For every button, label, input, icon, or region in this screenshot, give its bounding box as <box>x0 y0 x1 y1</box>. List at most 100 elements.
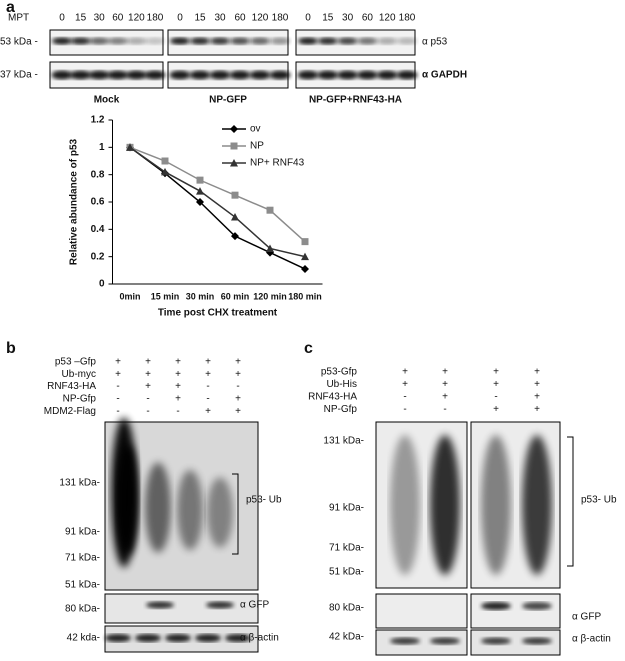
blot-band <box>165 634 191 642</box>
panel-label: a <box>6 0 15 16</box>
sign: - <box>116 406 119 417</box>
point <box>231 191 239 199</box>
bracket <box>567 436 574 567</box>
blot-band <box>88 70 110 80</box>
x-tick-label: 120 min <box>253 291 287 301</box>
x-axis-title: Time post CHX treatment <box>158 308 278 319</box>
mw-marker: 131 kDa- <box>323 436 364 447</box>
sign: - <box>443 404 446 415</box>
sign: + <box>175 381 181 392</box>
blot-band <box>146 601 174 609</box>
blot-band <box>209 70 231 80</box>
condition-label: p53-Gfp <box>321 367 358 378</box>
sign: + <box>115 369 121 380</box>
y-tick-label: 0.4 <box>91 224 105 235</box>
blot-band <box>297 70 319 80</box>
point <box>266 244 274 252</box>
sign: - <box>116 381 119 392</box>
point <box>301 264 309 273</box>
blot-band <box>89 37 110 45</box>
blot-band <box>396 70 418 80</box>
sign: + <box>534 367 540 378</box>
blot-band <box>144 70 166 80</box>
antibody-label: α GAPDH <box>422 70 467 81</box>
blot-band <box>177 470 203 550</box>
series-line <box>129 146 306 243</box>
time-label: 120 <box>252 13 269 24</box>
blot-band <box>317 70 339 80</box>
bracket-label: p53- Ub <box>246 495 282 506</box>
x-tick-label: 15 min <box>151 291 180 301</box>
mw-marker: 42 kDa- <box>329 632 364 643</box>
mw-marker: 91 kDa- <box>65 527 100 538</box>
blot-band <box>298 37 318 45</box>
sign: + <box>442 367 448 378</box>
sign: - <box>494 392 497 403</box>
point <box>196 198 204 206</box>
sign: + <box>235 357 241 368</box>
antibody-label: α GFP <box>240 600 269 611</box>
mw-marker: 53 kDa - <box>0 37 38 48</box>
mw-marker: 37 kDa - <box>0 70 38 81</box>
time-label: 15 <box>75 13 87 24</box>
mw-marker: 91 kDa- <box>329 503 364 514</box>
blot-band <box>390 435 420 575</box>
blot-band <box>190 37 210 45</box>
blot-band <box>376 70 398 80</box>
point <box>230 125 238 133</box>
mw-marker: 131 kDa- <box>59 478 100 489</box>
y-tick-label: 0 <box>99 279 105 290</box>
blot-band <box>225 634 251 642</box>
sign: - <box>206 394 209 405</box>
sign: + <box>205 406 211 417</box>
y-tick-label: 0.2 <box>91 251 105 262</box>
point <box>230 159 238 167</box>
blot-band <box>107 37 128 45</box>
sign: - <box>176 406 179 417</box>
blot-band <box>207 477 233 548</box>
sign: + <box>175 369 181 380</box>
point <box>161 167 169 176</box>
blot-band <box>52 37 72 45</box>
time-label: 15 <box>322 13 334 24</box>
sign: + <box>534 404 540 415</box>
antibody-label: α β-actin <box>240 633 279 644</box>
condition-label: RNF43-HA <box>308 392 357 403</box>
legend-label: ov <box>250 124 261 135</box>
sign: + <box>145 381 151 392</box>
blot-band <box>269 70 291 80</box>
point <box>301 238 309 246</box>
x-tick-label: 30 min <box>186 291 215 301</box>
sign: + <box>205 357 211 368</box>
y-tick-label: 0.8 <box>91 169 105 180</box>
sign: + <box>442 392 448 403</box>
sign: - <box>206 381 209 392</box>
time-label: 180 <box>272 13 289 24</box>
series-line <box>129 146 306 270</box>
sign: + <box>205 369 211 380</box>
antibody-label: α GFP <box>572 612 601 623</box>
blot-band <box>135 634 161 642</box>
time-label: 60 <box>362 13 374 24</box>
condition-label: NP-Gfp <box>63 394 97 405</box>
blot-band <box>70 70 92 80</box>
sign: - <box>116 394 119 405</box>
y-tick-label: 1.2 <box>91 115 105 126</box>
sign: + <box>534 379 540 390</box>
x-tick-label: 60 min <box>221 291 250 301</box>
time-label: 180 <box>147 13 164 24</box>
y-axis-title: Relative abundance of p53 <box>69 138 80 265</box>
time-label: 30 <box>214 13 226 24</box>
sign: + <box>442 379 448 390</box>
sign: + <box>145 369 151 380</box>
blot-band <box>481 602 511 610</box>
blot-band <box>522 637 552 645</box>
blot-band <box>390 637 420 645</box>
blot-band <box>210 37 230 45</box>
blot-band <box>51 70 73 80</box>
blot-band <box>250 37 270 45</box>
time-label: 0 <box>59 13 65 24</box>
blot <box>375 593 468 629</box>
